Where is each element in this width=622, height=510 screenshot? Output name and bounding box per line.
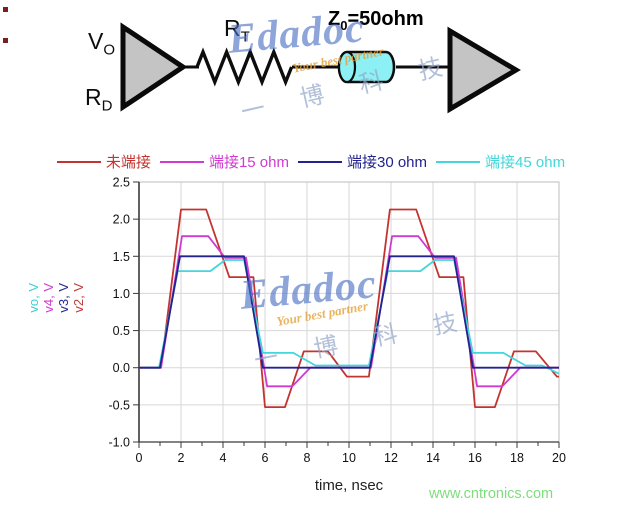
legend-line-icon (159, 160, 204, 163)
legend-line-icon (56, 160, 101, 163)
transmission-line-end-cap (337, 50, 357, 84)
x-tick-label: 4 (220, 451, 227, 465)
x-tick-label: 12 (384, 451, 398, 465)
x-tick-label: 0 (136, 451, 143, 465)
legend-line-icon (297, 160, 342, 163)
line-impedance-label-main: Z (328, 8, 341, 30)
driver-output-label-main: V (88, 28, 104, 54)
series-resistor-label-main: R (224, 15, 241, 41)
x-tick-label: 8 (304, 451, 311, 465)
plot-svg: 0 2 4 6 8 10 12 14 16 18 20 2.5 2.0 1.5 1.0 0.5 0.0 -0.5 -… (108, 176, 566, 466)
site-link[interactable]: www.cntronics.com (429, 486, 554, 502)
legend-item-term-15ohm: 端接15 ohm (159, 151, 289, 172)
driver-output-label-sub: O (103, 41, 116, 59)
chart-legend: 未端接 端接15 ohm 端接30 ohm 端接45 ohm (0, 151, 622, 172)
y-tick-label: 1.5 (113, 250, 130, 264)
driver-impedance-label: RD (85, 86, 112, 114)
line-impedance-label-value: =50ohm (347, 8, 424, 30)
series-resistor-symbol (195, 47, 294, 87)
trace-unterminated (139, 208, 559, 409)
y-axis-label: v2, V (71, 283, 86, 313)
series-resistor-label: RT (224, 17, 250, 45)
line-impedance-label-sub: 0 (340, 18, 348, 33)
driver-impedance-label-sub: D (101, 97, 113, 115)
driver-buffer-triangle (120, 22, 188, 112)
circuit-svg (120, 22, 521, 114)
legend-item-term-45ohm: 端接45 ohm (436, 151, 565, 172)
legend-line-icon (436, 160, 481, 163)
x-tick-label: 6 (262, 451, 269, 465)
y-tick-label: -1.0 (108, 436, 130, 450)
x-tick-label: 14 (426, 451, 440, 465)
legend-label: 端接30 ohm (346, 154, 428, 171)
driver-impedance-label-main: R (85, 84, 102, 110)
legend-label: 端接45 ohm (485, 154, 566, 171)
x-tick-label: 10 (342, 451, 356, 465)
x-tick-label: 16 (468, 451, 482, 465)
trace-term-30ohm (139, 255, 559, 369)
circuit-diagram: VO RD RT Z0=50ohm Edadoc Your best partn… (0, 0, 622, 150)
x-axis-title: time, nsec (314, 477, 384, 494)
x-tick-label: 2 (178, 451, 185, 465)
artifact-dot (3, 38, 8, 43)
y-tick-label: 1.0 (113, 287, 130, 301)
trace-term-45ohm (139, 259, 560, 375)
y-axis-label: v3, V (56, 283, 71, 313)
driver-output-label: VO (88, 30, 115, 58)
legend-item-unterminated: 未端接 (56, 151, 151, 172)
legend-label: 端接15 ohm (208, 154, 289, 171)
y-tick-label: 2.0 (113, 213, 130, 227)
series-resistor-label-sub: T (240, 28, 250, 46)
receiver-buffer-triangle (447, 26, 521, 114)
y-tick-label: 0.5 (113, 324, 130, 338)
y-axis-label: vo, V (26, 283, 41, 313)
artifact-dot (3, 7, 8, 12)
x-tick-label: 20 (552, 451, 566, 465)
y-tick-label: 2.5 (113, 176, 130, 190)
y-axis-label: v4, V (41, 283, 56, 313)
y-tick-label: -0.5 (108, 398, 130, 412)
x-tick-label: 18 (510, 451, 524, 465)
legend-label: 未端接 (105, 154, 151, 171)
y-tick-label: 0.0 (113, 361, 130, 375)
line-impedance-label: Z0=50ohm (328, 9, 424, 32)
legend-item-term-30ohm: 端接30 ohm (297, 151, 428, 172)
